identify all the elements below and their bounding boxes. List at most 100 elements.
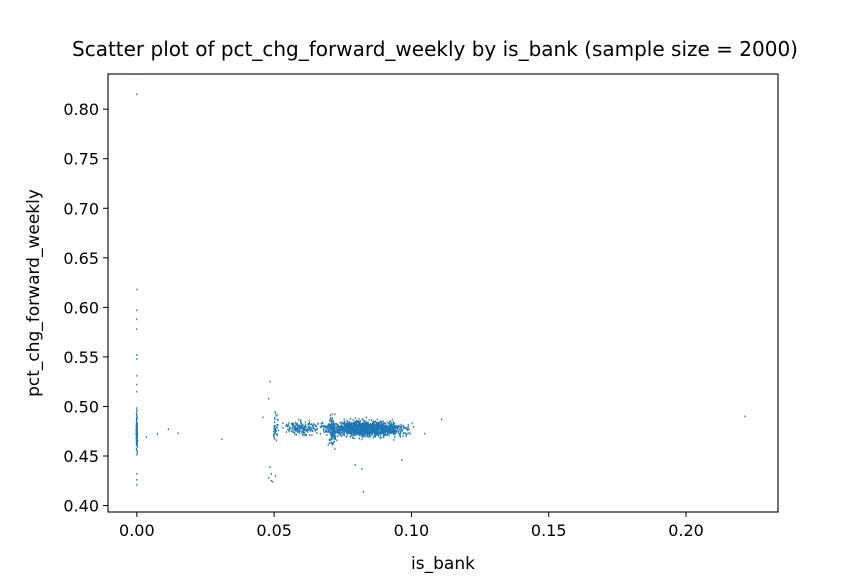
scatter-point: [380, 436, 382, 439]
scatter-point: [362, 434, 365, 437]
scatter-point: [331, 442, 333, 445]
scatter-point: [371, 427, 373, 429]
scatter-point: [275, 414, 277, 417]
scatter-point: [352, 425, 354, 428]
scatter-point: [365, 426, 367, 429]
scatter-point: [136, 374, 138, 377]
scatter-point: [221, 438, 223, 441]
scatter-point: [394, 430, 396, 432]
scatter-point: [305, 426, 307, 428]
scatter-point: [369, 427, 371, 430]
scatter-point: [325, 427, 327, 429]
scatter-point: [377, 423, 379, 426]
scatter-point: [372, 423, 374, 426]
scatter-point: [323, 428, 325, 431]
scatter-point: [349, 424, 351, 427]
scatter-point: [393, 431, 395, 434]
scatter-point: [378, 421, 380, 424]
scatter-point: [351, 425, 353, 428]
scatter-point: [358, 428, 360, 431]
scatter-point: [340, 434, 342, 437]
scatter-point: [388, 429, 390, 432]
scatter-point: [380, 427, 382, 429]
scatter-point: [348, 420, 350, 423]
scatter-point: [329, 414, 331, 417]
scatter-point: [394, 431, 396, 433]
scatter-point: [277, 419, 279, 422]
scatter-point: [391, 418, 393, 421]
scatter-point: [356, 420, 359, 423]
scatter-point: [336, 423, 339, 426]
scatter-point: [360, 431, 363, 434]
x-tick-label: 0.00: [119, 521, 155, 540]
scatter-point: [334, 424, 336, 427]
scatter-point: [441, 418, 443, 421]
scatter-point: [381, 431, 383, 434]
scatter-point: [371, 428, 373, 431]
scatter-point: [291, 422, 293, 425]
scatter-point: [359, 422, 361, 425]
scatter-point: [384, 425, 386, 428]
scatter-point: [400, 423, 402, 426]
scatter-point: [353, 431, 355, 434]
scatter-point: [136, 288, 138, 291]
scatter-point: [391, 427, 393, 430]
scatter-point: [385, 429, 387, 432]
scatter-point: [409, 432, 411, 435]
scatter-point: [333, 427, 335, 430]
scatter-point: [411, 422, 413, 425]
scatter-point: [384, 431, 386, 434]
scatter-point: [368, 436, 370, 439]
scatter-point: [327, 443, 329, 446]
scatter-point: [332, 426, 334, 428]
scatter-point: [401, 425, 403, 428]
scatter-point: [381, 421, 383, 423]
scatter-point: [282, 422, 284, 425]
scatter-point: [331, 413, 333, 416]
scatter-point: [333, 430, 335, 432]
scatter-point: [377, 432, 379, 435]
scatter-point: [344, 429, 346, 432]
scatter-point: [136, 452, 138, 454]
scatter-point: [362, 422, 364, 425]
scatter-point: [301, 431, 303, 434]
scatter-point: [396, 427, 398, 430]
scatter-point: [135, 447, 137, 450]
scatter-point: [371, 433, 373, 436]
scatter-point: [323, 425, 325, 428]
scatter-point: [364, 429, 366, 432]
scatter-point: [336, 439, 338, 442]
scatter-point: [343, 430, 345, 433]
scatter-point: [399, 435, 401, 438]
scatter-point: [269, 380, 271, 383]
scatter-point: [350, 434, 352, 437]
scatter-point: [360, 430, 362, 433]
scatter-point: [352, 422, 354, 425]
scatter-point: [135, 437, 137, 440]
scatter-point: [364, 432, 367, 435]
x-axis-label: is_bank: [411, 554, 475, 574]
scatter-point: [350, 427, 352, 430]
scatter-point: [398, 432, 400, 435]
scatter-point: [332, 424, 334, 427]
scatter-point: [273, 426, 276, 429]
scatter-point: [343, 422, 345, 425]
scatter-point: [308, 419, 310, 422]
scatter-point: [348, 428, 350, 431]
scatter-point: [332, 419, 334, 422]
scatter-point: [345, 428, 347, 431]
scatter-point: [333, 435, 336, 438]
scatter-point: [362, 490, 364, 493]
scatter-point: [294, 421, 297, 424]
scatter-point: [274, 428, 277, 431]
scatter-point: [346, 424, 348, 426]
scatter-point: [373, 430, 375, 432]
plot-frame: [107, 73, 779, 513]
scatter-point: [337, 435, 339, 437]
scatter-point: [310, 423, 312, 426]
scatter-point: [325, 429, 327, 432]
scatter-point: [312, 425, 314, 428]
scatter-point: [303, 425, 306, 428]
scatter-point: [373, 428, 375, 431]
scatter-point: [303, 432, 305, 434]
